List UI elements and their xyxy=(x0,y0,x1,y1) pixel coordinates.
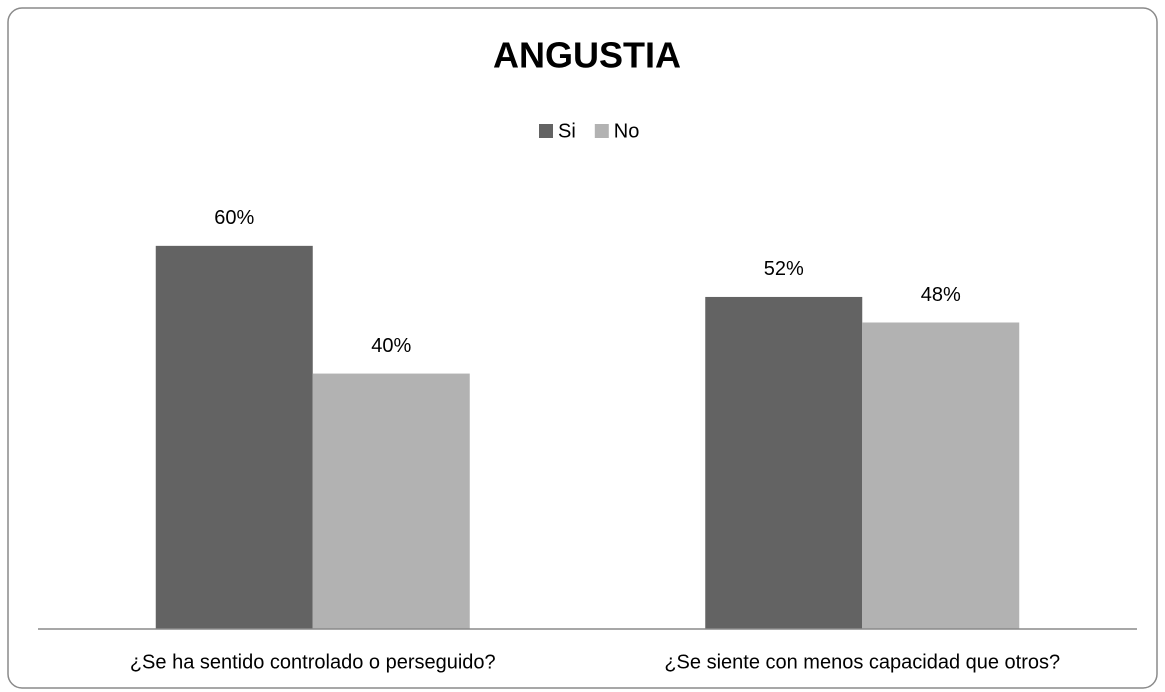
data-label: 48% xyxy=(921,284,961,306)
chart-title: ANGUSTIA xyxy=(493,35,681,76)
data-label: 60% xyxy=(214,207,254,229)
bar xyxy=(705,296,863,629)
bar xyxy=(155,245,313,629)
legend-label: Si xyxy=(558,120,576,142)
bar xyxy=(862,322,1020,629)
data-label: 40% xyxy=(371,335,411,357)
legend-swatch xyxy=(539,124,553,138)
data-label: 52% xyxy=(764,258,804,280)
x-tick-label: ¿Se ha sentido controlado o perseguido? xyxy=(130,651,496,673)
legend-label: No xyxy=(614,120,640,142)
x-tick-label: ¿Se siente con menos capacidad que otros… xyxy=(664,651,1060,673)
legend-swatch xyxy=(594,124,609,138)
bar xyxy=(312,373,470,629)
